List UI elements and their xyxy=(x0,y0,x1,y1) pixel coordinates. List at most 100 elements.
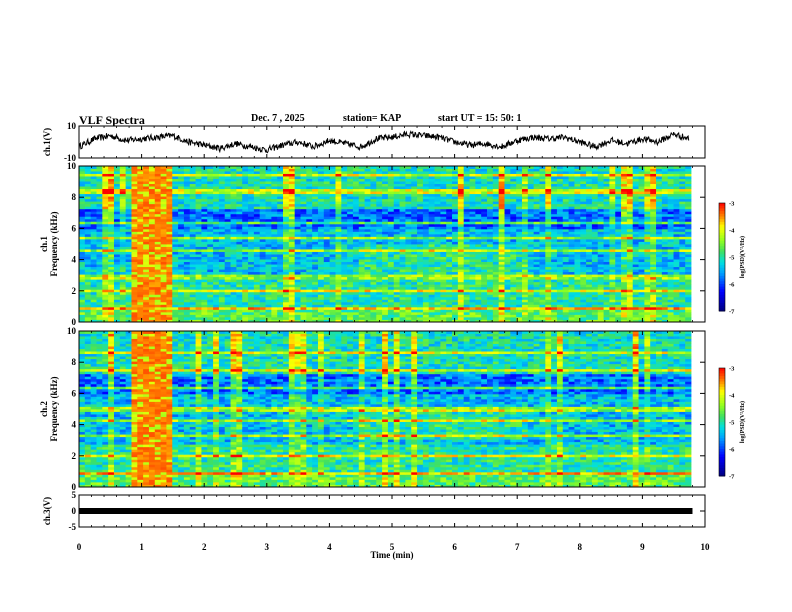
ch1-spectrogram-cell xyxy=(329,306,336,310)
ch1-spectrogram-cell xyxy=(230,306,237,310)
ch1-spectrogram-cell xyxy=(411,289,418,293)
ch1-spectrogram-cell xyxy=(218,218,226,222)
ch1-spectrogram-cell xyxy=(498,211,505,215)
ch1-spectrogram-cell xyxy=(539,289,546,293)
ch1-spectrogram-cell xyxy=(399,286,406,290)
ch1-spectrogram-cell xyxy=(178,218,185,222)
ch1-spectrogram-cell xyxy=(452,213,459,217)
ch1-spectrogram-cell xyxy=(119,241,127,245)
ch1-spectrogram-cell xyxy=(113,306,121,310)
ch1-spectrogram-cell xyxy=(650,269,657,273)
ch1-spectrogram-cell xyxy=(306,276,313,280)
ch1-spectrogram-cell xyxy=(294,211,301,215)
ch1-spectrogram-cell xyxy=(621,259,628,263)
ch1-spectrogram-cell xyxy=(562,269,569,273)
ch1-spectrogram-cell xyxy=(160,309,167,313)
ch1-spectrogram-cell xyxy=(218,226,226,230)
ch1-spectrogram-cell xyxy=(84,241,92,245)
ch1-spectrogram-cell xyxy=(178,206,185,210)
ch1-spectrogram-cell xyxy=(277,311,284,315)
ch1-spectrogram-cell xyxy=(213,279,220,283)
ch1-spectrogram-cell xyxy=(288,218,296,222)
ch1-spectrogram-cell xyxy=(294,271,301,275)
ch1-spectrogram-cell xyxy=(609,213,616,217)
ch1-spectrogram-cell xyxy=(422,221,430,225)
ch1-spectrogram-cell xyxy=(317,259,325,263)
ch1-spectrogram-cell xyxy=(329,274,336,278)
ch1-spectrogram-cell xyxy=(644,304,651,308)
ch1-spectrogram-cell xyxy=(644,269,651,273)
ch1-spectrogram-cell xyxy=(574,296,581,300)
ch1-spectrogram-cell xyxy=(131,274,138,278)
ch1-spectrogram-cell xyxy=(533,276,540,280)
ch1-spectrogram-cell xyxy=(84,206,92,210)
ch1-spectrogram-cell xyxy=(469,254,476,257)
ch1-spectrogram-cell xyxy=(370,233,377,237)
ch1-spectrogram-cell xyxy=(370,266,377,270)
ch1-spectrogram-cell xyxy=(510,301,517,305)
ch1-spectrogram-cell xyxy=(131,296,138,300)
ch1-spectrogram-cell xyxy=(667,213,674,217)
ch1-spectrogram-cell xyxy=(597,223,604,227)
ch1-spectrogram-cell xyxy=(370,316,377,320)
ch1-spectrogram-cell xyxy=(160,319,167,323)
ch1-spectrogram-cell xyxy=(469,226,476,230)
ch1-spectrogram-cell xyxy=(329,264,336,268)
ch1-spectrogram-cell xyxy=(428,251,435,255)
ch1-spectrogram-cell xyxy=(131,319,138,323)
ch1-spectrogram-cell xyxy=(166,296,173,300)
ch1-spectrogram-cell xyxy=(609,311,616,315)
ch1-spectrogram-cell xyxy=(370,203,377,207)
ch1-spectrogram-cell xyxy=(562,233,569,237)
ch1-spectrogram-cell xyxy=(294,269,301,273)
ch1-spectrogram-cell xyxy=(317,264,325,268)
ch1-spectrogram-cell xyxy=(481,236,488,240)
ch1-spectrogram-cell xyxy=(661,271,669,275)
ch1-spectrogram-cell xyxy=(189,299,196,303)
ch1-spectrogram-cell xyxy=(539,218,546,222)
ch1-spectrogram-cell xyxy=(283,251,290,255)
ch1-spectrogram-cell xyxy=(335,314,342,318)
ch1-spectrogram-cell xyxy=(242,244,249,247)
ch1-spectrogram-cell xyxy=(259,269,266,273)
ch1-spectrogram-cell xyxy=(556,206,564,210)
ch1-spectrogram-cell xyxy=(364,259,371,263)
ch1-spectrogram-cell xyxy=(201,306,208,310)
ch1-spectrogram-cell xyxy=(230,208,237,212)
ch1-spectrogram-cell xyxy=(207,299,214,303)
ch1-spectrogram-cell xyxy=(492,289,500,293)
ch1-spectrogram-cell xyxy=(417,319,424,323)
ch1-spectrogram-cell xyxy=(656,208,663,212)
ch1-spectrogram-cell xyxy=(417,309,424,313)
ch1-spectrogram-cell xyxy=(137,266,144,270)
ch1-spectrogram-cell xyxy=(685,254,692,257)
ch1-spectrogram-cell xyxy=(160,231,167,235)
ch1-spectrogram-cell xyxy=(603,218,610,222)
ch1-spectrogram-cell xyxy=(597,319,604,323)
ch1-spectrogram-cell xyxy=(312,233,319,237)
ch1-spectrogram-cell xyxy=(317,279,325,283)
ch1-spectrogram-cell xyxy=(108,314,115,318)
ch1-spectrogram-cell xyxy=(568,261,575,265)
ch1-spectrogram-cell xyxy=(626,233,634,237)
ch1-spectrogram-cell xyxy=(673,281,680,285)
ch1-spectrogram-cell xyxy=(417,231,424,235)
ch1-spectrogram-cell xyxy=(556,216,564,220)
ch1-spectrogram-cell xyxy=(673,251,680,255)
ch1-spectrogram-cell xyxy=(364,304,371,308)
ch1-spectrogram-cell xyxy=(300,251,307,255)
ch1-spectrogram-cell xyxy=(160,251,167,255)
ch1-spectrogram-cell xyxy=(615,269,622,273)
ch1-spectrogram-cell xyxy=(125,211,132,215)
ch1-spectrogram-cell xyxy=(463,309,470,313)
ch1-spectrogram-cell xyxy=(621,301,628,305)
ch1-spectrogram-cell xyxy=(626,271,634,275)
ch1-spectrogram-cell xyxy=(469,269,476,273)
ch1-spectrogram-cell xyxy=(487,309,494,313)
ch1-spectrogram-cell xyxy=(685,274,692,278)
ch1-spectrogram-cell xyxy=(84,246,92,250)
ch1-spectrogram-cell xyxy=(189,314,196,318)
ch1-spectrogram-cell xyxy=(615,306,622,310)
ch1-spectrogram-cell xyxy=(673,266,680,270)
ch1-spectrogram-cell xyxy=(545,296,552,300)
